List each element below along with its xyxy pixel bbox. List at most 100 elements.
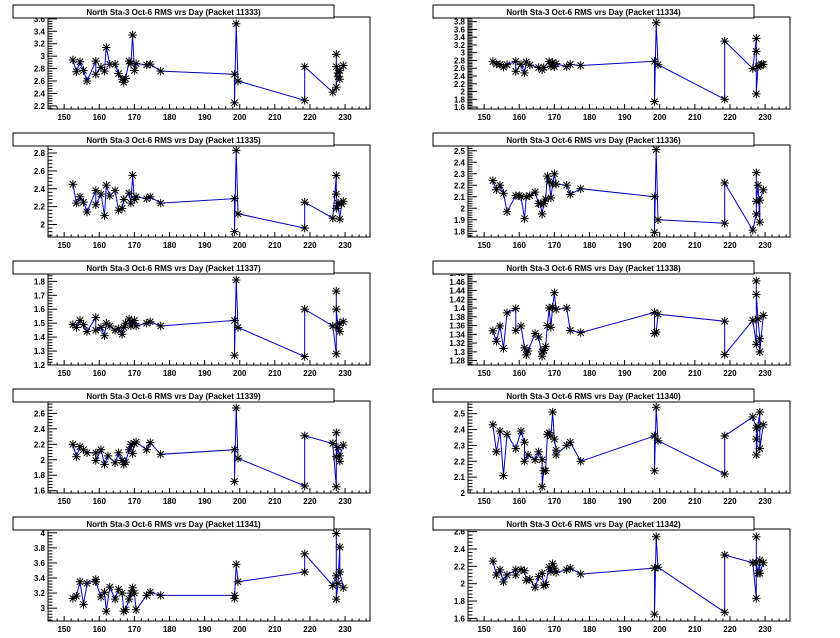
y-tick-label: 1.6 [454, 614, 466, 623]
marker-stroke [332, 287, 340, 295]
data-point [82, 76, 92, 86]
marker-stroke [232, 560, 240, 568]
y-tick-label: 1.9 [454, 216, 466, 225]
data-point [233, 453, 243, 463]
marker-stroke [234, 454, 242, 462]
marker-stroke [157, 199, 165, 207]
marker-stroke [157, 322, 165, 330]
marker-stroke [721, 470, 729, 478]
y-tick-label: 2.5 [454, 147, 466, 156]
marker-stroke [654, 61, 662, 69]
y-tick-label: 3 [461, 49, 466, 58]
data-point [755, 347, 764, 357]
data-point [576, 328, 585, 337]
data-point [537, 482, 547, 491]
x-tick-label: 170 [548, 369, 562, 378]
x-tick-label: 160 [513, 625, 527, 634]
marker-stroke [122, 606, 130, 614]
x-tick-label: 200 [653, 241, 667, 250]
data-point [499, 344, 508, 353]
marker-stroke [547, 194, 555, 202]
marker-stroke [721, 432, 729, 440]
data-point [720, 316, 729, 326]
marker-stroke [332, 171, 340, 179]
data-point [82, 448, 92, 458]
data-point [759, 185, 768, 194]
data-point [145, 317, 155, 327]
x-tick-label: 150 [57, 369, 71, 378]
marker-stroke [157, 591, 165, 599]
marker-stroke [566, 60, 574, 68]
marker-stroke [83, 327, 91, 336]
marker-stroke [650, 610, 659, 618]
y-tick-label: 2.4 [454, 72, 466, 81]
y-tick-label: 3.8 [454, 18, 466, 27]
marker-stroke [752, 210, 760, 218]
y-tick-label: 2.5 [454, 410, 466, 419]
x-tick-label: 190 [618, 241, 632, 250]
marker-stroke [232, 146, 240, 154]
data-point [110, 186, 120, 195]
y-tick-label: 3.4 [34, 27, 46, 36]
data-point [75, 57, 85, 66]
data-point [231, 275, 241, 285]
marker-stroke [549, 58, 557, 66]
y-tick-label: 1.38 [449, 313, 465, 322]
plot-frame [467, 528, 791, 622]
marker-stroke [749, 226, 757, 234]
data-point [551, 305, 561, 314]
data-point [752, 558, 761, 567]
y-tick-label: 3.2 [34, 40, 46, 49]
data-point [565, 326, 575, 335]
data-point [110, 59, 120, 69]
data-point [752, 290, 761, 299]
x-tick-label: 180 [583, 497, 597, 506]
data-point [102, 43, 111, 52]
x-tick-label: 160 [93, 113, 107, 122]
marker-stroke [69, 321, 77, 329]
data-point [231, 560, 241, 569]
marker-stroke [230, 228, 239, 236]
data-point [72, 323, 81, 332]
data-point [650, 609, 659, 619]
marker-stroke [520, 567, 529, 575]
data-point [502, 207, 512, 216]
data-point [492, 447, 501, 457]
marker-stroke [146, 60, 154, 68]
y-tick-label: 1.8 [454, 95, 466, 104]
marker-stroke [517, 193, 525, 201]
y-tick-label: 3.2 [454, 41, 466, 50]
marker-stroke [563, 181, 571, 189]
chart-panel: 150 160 170 180 190 200 210 220 230 2 2.2 2.4 2.6 2.8… [12, 132, 371, 250]
y-tick-label: 3.6 [34, 559, 46, 568]
marker-stroke [111, 60, 119, 68]
data-point [759, 60, 768, 69]
marker-stroke [104, 452, 112, 460]
marker-stroke [650, 432, 659, 440]
x-tick-label: 160 [93, 625, 107, 634]
data-point [755, 444, 764, 453]
data-point [96, 445, 106, 454]
y-tick-label: 1.2 [34, 361, 46, 370]
marker-stroke [92, 187, 100, 195]
data-point [550, 288, 559, 297]
y-tick-label: 2.2 [454, 562, 466, 571]
marker-stroke [72, 199, 80, 207]
data-point [502, 60, 512, 69]
marker-stroke [512, 304, 520, 313]
data-point [565, 563, 575, 573]
x-tick-label: 230 [758, 625, 772, 634]
chart-title: North Sta-3 Oct-6 RMS vrs Day (Packet 11… [86, 392, 261, 401]
marker-stroke [72, 453, 80, 461]
y-tick-label: 1.34 [449, 330, 465, 339]
chart-panel: 150 160 170 180 190 200 210 220 230 1.8 1.9 2 2.1 2.2… [432, 132, 791, 250]
data-point [520, 438, 529, 447]
data-point [79, 197, 88, 207]
chart-title: North Sta-3 Oct-6 RMS vrs Day (Packet 11… [506, 520, 681, 529]
data-point [105, 321, 115, 331]
marker-stroke [72, 323, 80, 331]
marker-stroke [496, 427, 504, 435]
y-tick-label: 2.2 [34, 440, 46, 449]
title-box [12, 260, 335, 275]
data-point [96, 592, 106, 602]
